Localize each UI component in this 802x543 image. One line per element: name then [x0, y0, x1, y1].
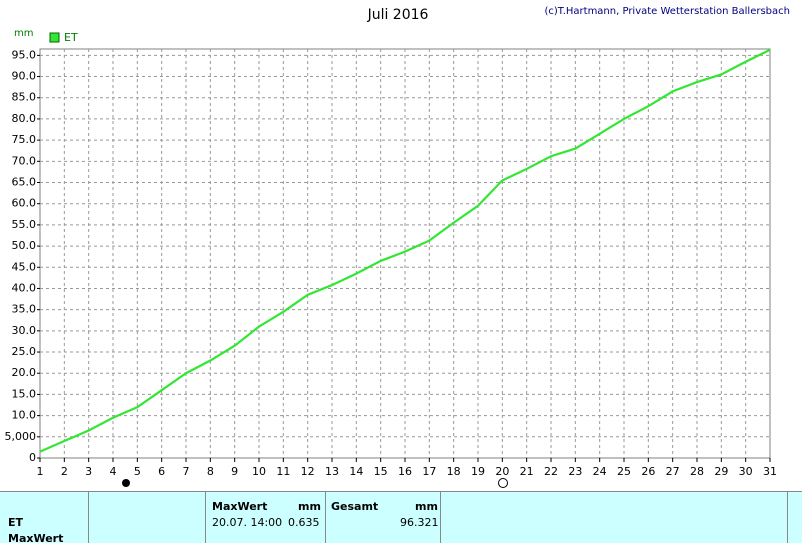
y-tick-label: 5,000	[5, 430, 37, 443]
total-value: 96.321	[400, 516, 439, 529]
x-tick-label: 24	[593, 465, 607, 478]
x-tick-label: 28	[690, 465, 704, 478]
moon-new	[122, 479, 130, 487]
column-separator	[787, 492, 788, 543]
header-max: MaxWert	[212, 500, 268, 513]
y-axis-label: mm	[14, 28, 33, 39]
row-label: ET	[8, 516, 24, 529]
x-tick-label: 16	[398, 465, 412, 478]
header-unit: mm	[415, 500, 438, 513]
x-tick-label: 3	[85, 465, 92, 478]
x-tick-label: 21	[520, 465, 534, 478]
credit: (c)T.Hartmann, Private Wetterstation Bal…	[544, 6, 790, 17]
x-tick-label: 17	[422, 465, 436, 478]
y-tick-label: 35.0	[12, 303, 37, 316]
y-tick-label: 90.0	[12, 70, 37, 83]
y-tick-label: 40.0	[12, 281, 37, 294]
y-tick-label: 70.0	[12, 154, 37, 167]
y-tick-label: 55.0	[12, 218, 37, 231]
x-tick-label: 29	[714, 465, 728, 478]
column-separator	[440, 492, 441, 543]
column-separator	[88, 492, 89, 543]
header-unit: mm	[298, 500, 321, 513]
y-tick-label: 95.0	[12, 48, 37, 61]
chart: Juli 2016 (c)T.Hartmann, Private Wetters…	[5, 6, 790, 488]
header-total: Gesamt	[331, 500, 379, 513]
x-tick-label: 2	[61, 465, 68, 478]
y-tick-label: 50.0	[12, 239, 37, 252]
x-tick-label: 1	[37, 465, 44, 478]
x-tick-label: 6	[158, 465, 165, 478]
y-tick-label: 80.0	[12, 112, 37, 125]
y-tick-label: 85.0	[12, 91, 37, 104]
x-tick-label: 11	[276, 465, 290, 478]
data-line	[39, 48, 771, 453]
column-separator	[325, 492, 326, 543]
x-tick-label: 13	[325, 465, 339, 478]
legend-label: ET	[64, 31, 78, 44]
x-tick-label: 22	[544, 465, 558, 478]
x-tick-label: 7	[183, 465, 190, 478]
legend-swatch	[49, 32, 60, 43]
x-tick-label: 5	[134, 465, 141, 478]
x-tick-label: 8	[207, 465, 214, 478]
x-tick-label: 26	[641, 465, 655, 478]
chart-title: Juli 2016	[367, 7, 429, 23]
x-tick-label: 10	[252, 465, 266, 478]
y-tick-label: 30.0	[12, 324, 37, 337]
x-tick-label: 23	[568, 465, 582, 478]
x-tick-label: 31	[763, 465, 777, 478]
y-tick-label: 15.0	[12, 387, 37, 400]
y-tick-label: 20.0	[12, 366, 37, 379]
y-tick-label: 65.0	[12, 176, 37, 189]
summary-table: MaxWert mm Gesamt mm ET 20.07. 14:00 0.6…	[0, 491, 802, 543]
max-value: 0.635	[288, 516, 320, 529]
x-tick-label: 19	[471, 465, 485, 478]
y-tick-label: 10.0	[12, 409, 37, 422]
x-tick-label: 18	[447, 465, 461, 478]
moon-full	[498, 478, 508, 488]
row-label: MaxWert	[8, 532, 64, 543]
column-separator	[205, 492, 206, 543]
x-tick-label: 20	[495, 465, 509, 478]
y-tick-label: 45.0	[12, 260, 37, 273]
x-tick-label: 12	[301, 465, 315, 478]
y-tick-label: 75.0	[12, 133, 37, 146]
x-tick-label: 15	[374, 465, 388, 478]
x-tick-label: 25	[617, 465, 631, 478]
y-tick-label: 60.0	[12, 197, 37, 210]
y-tick-label: 25.0	[12, 345, 37, 358]
x-tick-label: 9	[231, 465, 238, 478]
x-tick-label: 14	[349, 465, 363, 478]
max-time: 20.07. 14:00	[212, 516, 283, 529]
y-tick-label: 0	[29, 451, 36, 464]
x-tick-label: 4	[110, 465, 117, 478]
x-tick-label: 30	[739, 465, 753, 478]
x-tick-label: 27	[666, 465, 680, 478]
